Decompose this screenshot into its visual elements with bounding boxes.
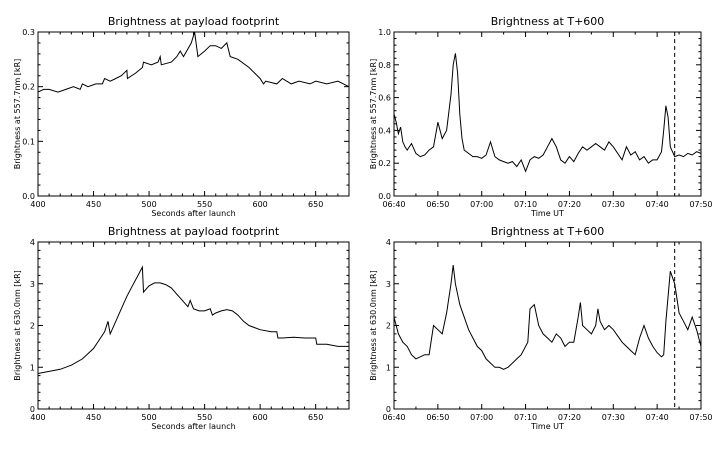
panel-4-series-line [393,264,702,370]
panel-4-frame [393,241,702,410]
panel-3-frame [37,241,350,410]
panel-4-xtick-label: 07:00 [470,413,493,422]
panel-4-ytick-label: 4 [386,238,391,247]
panel-3-xtick-label: 600 [253,413,268,422]
panel-2-ytick-label: 0.6 [378,94,391,103]
panel-2-xtick-label: 06:40 [382,200,405,209]
panel-1-frame [37,31,350,197]
panel-2-xtick-label: 07:30 [602,200,625,209]
panel-4-xlabel: Time UT [530,422,564,431]
panel-3-xtick-label: 400 [30,413,45,422]
panel-1-ytick-label: 0.3 [22,28,35,37]
panel-3-ytick-label: 0 [30,405,35,414]
panel-2-ylabel: Brightness at 557.7nm [kR] [369,59,378,169]
panel-4-ytick-label: 1 [386,363,391,372]
panel-1-xtick-label: 650 [308,200,323,209]
panel-2-frame [393,31,702,197]
panel-2-series-line [393,53,702,173]
panel-3-xlabel: Seconds after launch [151,422,235,431]
panel-1-ytick-label: 0.0 [22,192,35,201]
panel-2-ytick-label: 1.0 [378,28,391,37]
panel-1-xlabel: Seconds after launch [151,209,235,218]
panel-4-ytick-label: 2 [386,322,391,331]
panel-3-xtick-label: 450 [86,413,101,422]
panel-2-xtick-label: 07:20 [558,200,581,209]
panel-4-ytick-label: 0 [386,405,391,414]
panel-3-xtick-label: 650 [308,413,323,422]
panel-1-xtick-label: 450 [86,200,101,209]
panel-4-xtick-label: 07:10 [514,413,537,422]
panel-1-ytick-label: 0.2 [22,83,35,92]
panel-4-ytick-label: 3 [386,280,391,289]
panel-3: Brightness at payload footprint 400 450 500… [13,225,350,431]
panel-4-xtick-label: 06:50 [426,413,449,422]
panel-2-xtick-label: 06:50 [426,200,449,209]
panel-4: Brightness at T+600 06:40 06:50 07:00 07:10 0… [369,225,713,431]
panel-1-ytick-label: 0.1 [22,137,35,146]
panel-3-ytick-label: 1 [30,363,35,372]
panel-3-series-line [37,265,349,374]
panel-3-xtick-label: 500 [141,413,156,422]
panel-2-xtick-label: 07:50 [689,200,712,209]
panel-3-ytick-label: 2 [30,322,35,331]
panel-1-xtick-label: 400 [30,200,45,209]
panel-1-ylabel: Brightness at 557.7nm [kR] [13,59,22,169]
panel-2-ytick-label: 0.8 [378,61,391,70]
panel-4-xtick-label: 07:20 [558,413,581,422]
panel-3-ytick-label: 4 [30,238,35,247]
panel-4-title: Brightness at T+600 [491,225,605,238]
panel-3-xtick-label: 550 [197,413,212,422]
panel-2-xtick-label: 07:40 [646,200,669,209]
panel-2-xtick-label: 07:00 [470,200,493,209]
panel-4-xtick-label: 07:50 [689,413,712,422]
panel-4-ylabel: Brightness at 630.0nm [kR] [369,270,378,380]
panel-4-xtick-label: 07:30 [602,413,625,422]
panel-2-xlabel: Time UT [530,209,564,218]
panel-2-ytick-label: 0.0 [378,192,391,201]
panel-1-title: Brightness at payload footprint [108,15,280,28]
panel-2-ytick-label: 0.2 [378,159,391,168]
panel-3-title: Brightness at payload footprint [108,225,280,238]
panel-2-title: Brightness at T+600 [491,15,605,28]
panel-4-xtick-label: 07:40 [646,413,669,422]
panel-2-ytick-label: 0.4 [378,126,391,135]
panel-1-xtick-label: 600 [253,200,268,209]
panel-1-xtick-label: 500 [141,200,156,209]
panel-3-ylabel: Brightness at 630.0nm [kR] [13,270,22,380]
panel-3-ytick-label: 3 [30,280,35,289]
panel-1-xtick-label: 550 [197,200,212,209]
panel-4-xtick-label: 06:40 [382,413,405,422]
panel-1-series-line [37,31,350,93]
panel-2-xtick-label: 07:10 [514,200,537,209]
panel-1: Brightness at payload footprint 400 450 500… [13,15,350,218]
panel-2: Brightness at T+600 06:40 06:50 07:00 07:10 0… [369,15,713,218]
